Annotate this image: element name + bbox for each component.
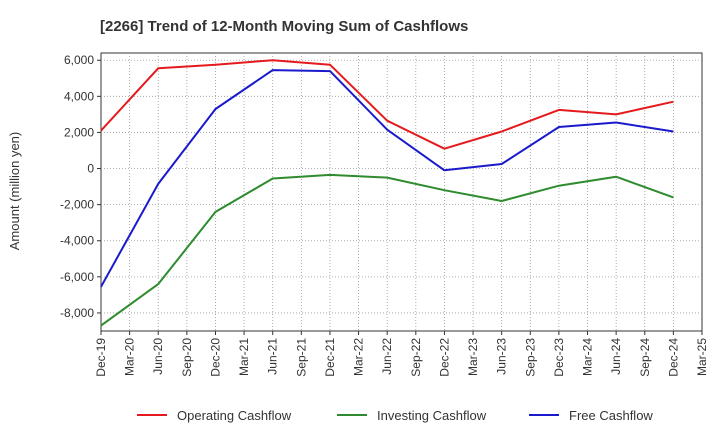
x-axis-ticks: Dec-19 Mar-20 Jun-20 Sep-20 Dec-20 Mar-21 Jun-… <box>94 331 709 377</box>
x-tick-label: Dec-21 <box>323 338 337 377</box>
x-tick-label: Jun-23 <box>495 338 509 375</box>
y-tick-label: -2,000 <box>60 198 94 212</box>
grid-lines <box>101 53 702 331</box>
y-tick-label: 6,000 <box>64 53 94 67</box>
y-axis-label: Amount (million yen) <box>7 132 22 251</box>
x-tick-label: Mar-21 <box>237 338 251 376</box>
x-tick-label: Sep-21 <box>294 338 308 377</box>
series-line-free-cashflow <box>100 69 674 288</box>
x-tick-label: Mar-25 <box>695 338 709 376</box>
legend-label: Operating Cashflow <box>177 408 292 423</box>
x-tick-label: Jun-22 <box>380 338 394 375</box>
legend-label: Free Cashflow <box>569 408 653 423</box>
plot-area <box>100 52 703 332</box>
x-tick-label: Mar-24 <box>581 338 595 376</box>
x-tick-label: Mar-23 <box>466 338 480 376</box>
y-tick-label: 4,000 <box>64 89 94 103</box>
x-tick-label: Mar-20 <box>123 338 137 376</box>
x-tick-label: Dec-22 <box>437 338 451 377</box>
x-tick-label: Dec-24 <box>666 338 680 377</box>
y-tick-label: 2,000 <box>64 125 94 139</box>
series-line-operating-cashflow <box>100 59 674 150</box>
x-tick-label: Sep-24 <box>638 338 652 377</box>
chart-title: [2266] Trend of 12-Month Moving Sum of C… <box>100 18 468 35</box>
series-lines <box>100 59 674 327</box>
series-line-investing-cashflow <box>100 173 674 327</box>
y-tick-label: -6,000 <box>60 270 94 284</box>
y-tick-label: -4,000 <box>60 234 94 248</box>
y-tick-label: 0 <box>87 162 94 176</box>
x-tick-label: Mar-22 <box>352 338 366 376</box>
x-tick-label: Jun-20 <box>151 338 165 375</box>
x-tick-label: Sep-20 <box>180 338 194 377</box>
y-axis-ticks: 6,000 4,000 2,000 0 -2,000 -4,000 -6,000 -8,000 <box>60 53 101 320</box>
x-tick-label: Sep-22 <box>409 338 423 377</box>
x-tick-label: Dec-20 <box>208 338 222 377</box>
x-tick-label: Jun-24 <box>609 338 623 375</box>
x-tick-label: Sep-23 <box>523 338 537 377</box>
x-tick-label: Jun-21 <box>266 338 280 375</box>
legend: Operating Cashflow Investing Cashflow Free… <box>137 408 653 423</box>
x-tick-label: Dec-23 <box>552 338 566 377</box>
plot-frame <box>100 52 703 332</box>
legend-label: Investing Cashflow <box>377 408 487 423</box>
y-tick-label: -8,000 <box>60 306 94 320</box>
x-tick-label: Dec-19 <box>94 338 108 377</box>
